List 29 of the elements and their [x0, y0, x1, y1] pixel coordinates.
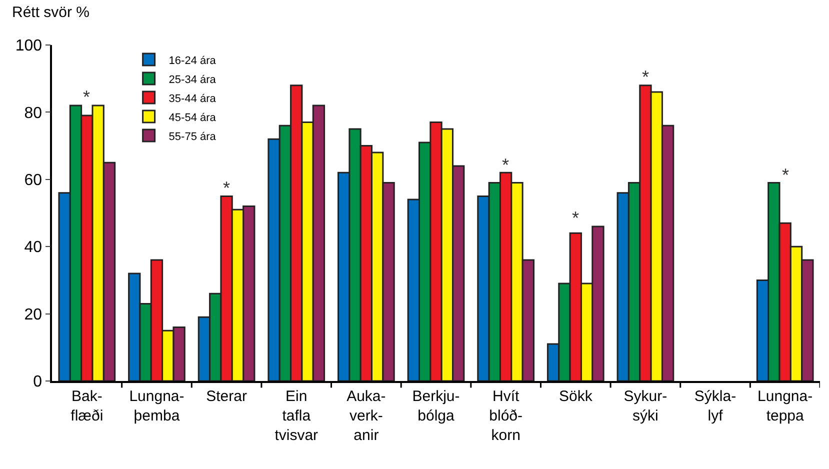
annotation: *	[83, 87, 90, 107]
y-axis-title: Rétt svör %	[12, 4, 90, 21]
legend-label: 25-34 ára	[168, 74, 217, 86]
x-tick-label: Lungna- þemba	[129, 388, 184, 424]
annotation: *	[642, 67, 650, 87]
y-tick-label: 40	[24, 239, 42, 256]
y-tick-label: 60	[24, 172, 42, 189]
x-tick-label: Auka- verk- anir	[346, 388, 386, 444]
x-tick-label: Lungna- teppa	[758, 388, 813, 424]
x-tick-label: Sýkla- lyf	[694, 388, 736, 424]
y-tick-label: 20	[24, 306, 42, 324]
y-tick-label: 80	[24, 104, 42, 122]
annotation: *	[223, 178, 230, 198]
annotation: *	[502, 155, 510, 175]
legend-label: 55-75 ára	[168, 130, 217, 143]
x-tick-label: Sterar	[206, 388, 247, 405]
legend-label: 16-24 ára	[168, 54, 217, 67]
annotation: *	[782, 165, 790, 185]
y-tick-label: 100	[15, 38, 42, 55]
x-tick-label: Ein tafla tvisvar	[274, 388, 318, 444]
x-tick-label: Bak- flæði	[70, 388, 104, 424]
y-tick-label: 0	[33, 374, 42, 391]
legend-label: 35-44 ára	[168, 92, 217, 105]
x-tick-label: Hvít blóð- korn	[489, 388, 522, 444]
x-tick-label: Sökk	[558, 388, 593, 405]
x-tick-label: Sykur- sýki	[624, 388, 668, 424]
x-tick-label: Berkju- bólga	[412, 388, 460, 424]
annotation: *	[572, 208, 580, 228]
legend-label: 45-54 ára	[168, 112, 217, 124]
